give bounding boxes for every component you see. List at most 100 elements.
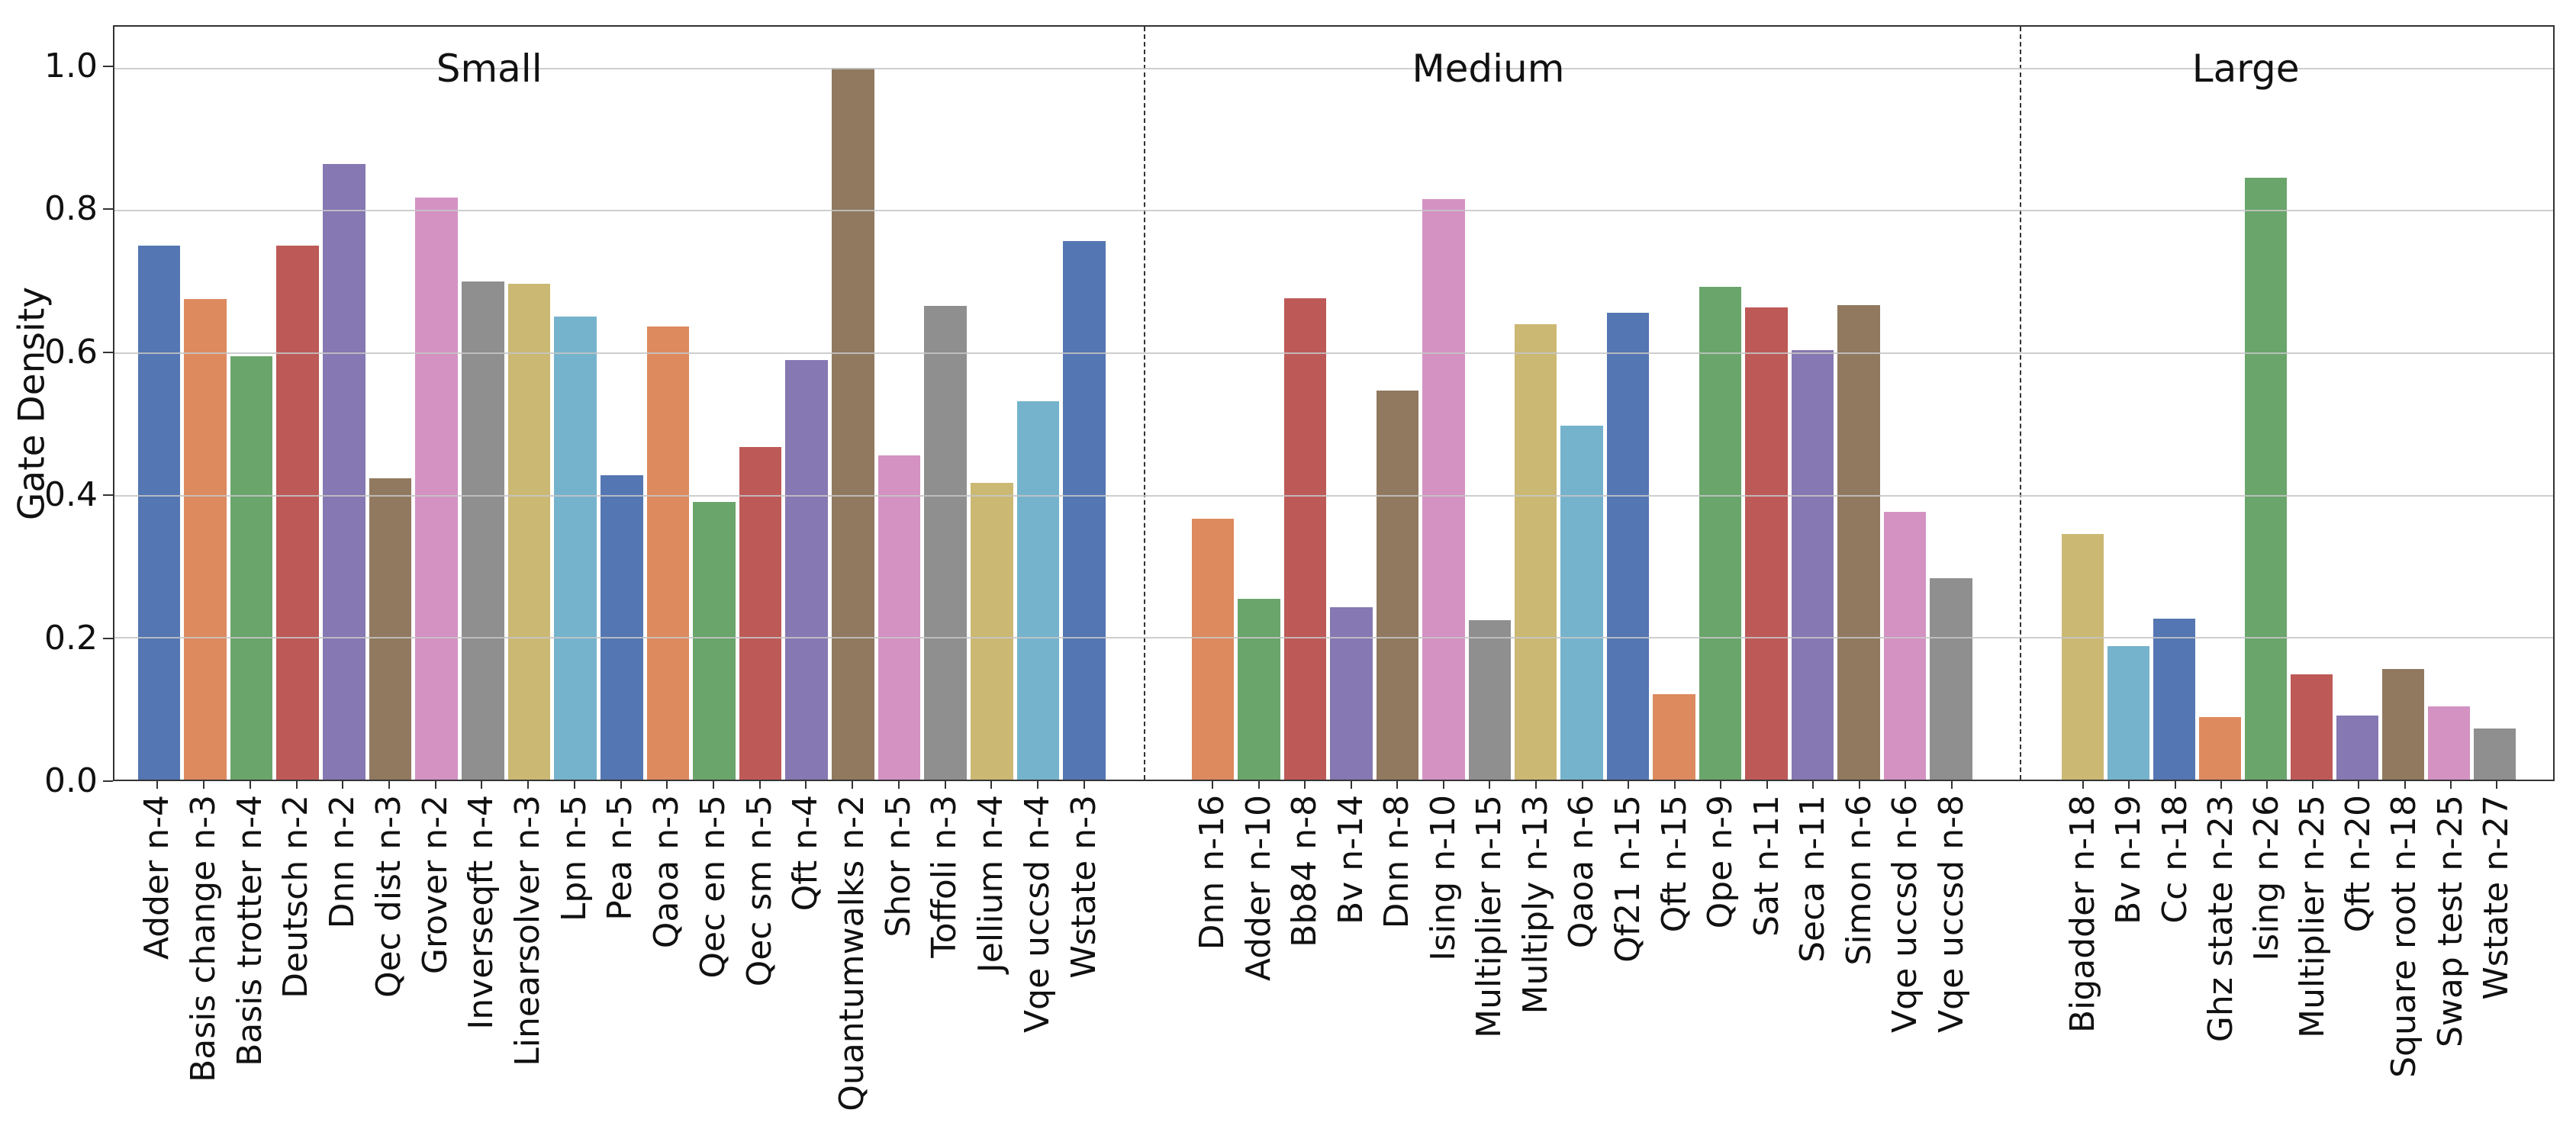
label-slot: Qft n-4 bbox=[783, 781, 829, 1129]
label-slot: Inverseqft n-4 bbox=[459, 781, 505, 1129]
x-tick-label: Adder n-4 bbox=[137, 795, 177, 960]
y-tick-label: 0.0 bbox=[44, 761, 98, 800]
x-tick-label: Cc n-18 bbox=[2155, 795, 2194, 924]
x-tick bbox=[2174, 781, 2176, 789]
x-tick bbox=[1304, 781, 1306, 789]
bar-slot bbox=[830, 27, 877, 780]
label-panel-small: Adder n-4 Basis change n-3 Basis trotter n… bbox=[113, 781, 1144, 1129]
bar bbox=[369, 478, 412, 780]
x-tick bbox=[897, 781, 900, 789]
panel-title: Small bbox=[436, 47, 543, 91]
bar bbox=[2153, 619, 2195, 780]
bar-slot bbox=[2288, 27, 2334, 780]
x-tick bbox=[156, 781, 159, 789]
x-tick bbox=[1396, 781, 1399, 789]
y-tick-label: 0.8 bbox=[44, 189, 98, 229]
x-tick bbox=[666, 781, 668, 789]
x-tick bbox=[1535, 781, 1538, 789]
bar bbox=[1238, 598, 1280, 780]
label-slot: Bv n-14 bbox=[1328, 781, 1375, 1129]
x-tick bbox=[1812, 781, 1814, 789]
y-tick-label: 1.0 bbox=[44, 47, 98, 85]
bar bbox=[2428, 706, 2471, 780]
y-tick bbox=[103, 208, 113, 211]
panel-large: Large bbox=[2020, 27, 2553, 780]
bar-slot bbox=[1236, 27, 1282, 780]
bar-slot bbox=[2472, 27, 2518, 780]
x-tick-label: Seca n-11 bbox=[1793, 795, 1833, 963]
bar bbox=[1063, 240, 1106, 780]
bar bbox=[461, 281, 504, 780]
bar bbox=[2244, 177, 2287, 780]
label-slot: Basis trotter n-4 bbox=[227, 781, 273, 1129]
bar-slot bbox=[414, 27, 460, 780]
bar bbox=[1283, 298, 1327, 780]
bar-slot bbox=[1421, 27, 1467, 780]
bar bbox=[646, 326, 690, 780]
label-slot: Vqe uccsd n-4 bbox=[1015, 781, 1061, 1129]
panel-medium: Medium bbox=[1144, 27, 2020, 780]
y-tick bbox=[103, 494, 113, 497]
x-tick-label: Qec dist n-3 bbox=[369, 795, 408, 998]
panel-title: Medium bbox=[1412, 47, 1565, 91]
label-slot: Qft n-15 bbox=[1651, 781, 1698, 1129]
bar bbox=[415, 197, 458, 780]
label-slot: Deutsch n-2 bbox=[273, 781, 320, 1129]
bar-slot bbox=[969, 27, 1016, 780]
x-tick bbox=[758, 781, 761, 789]
label-slot: Simon n-6 bbox=[1836, 781, 1882, 1129]
bar bbox=[2198, 716, 2241, 780]
x-tick bbox=[1212, 781, 1214, 789]
bar-slot bbox=[923, 27, 969, 780]
bar-slot bbox=[1513, 27, 1559, 780]
x-tick-label: Bigadder n-18 bbox=[2063, 795, 2103, 1034]
bar bbox=[1606, 312, 1650, 780]
label-panel-medium: Dnn n-16 Adder n-10 Bb84 n-8 Bv n-14 Dnn n-8… bbox=[1144, 781, 2021, 1129]
x-tick-label: Dnn n-2 bbox=[323, 795, 362, 929]
bar bbox=[1653, 693, 1695, 780]
x-tick-label: Wstate n-27 bbox=[2476, 795, 2516, 1000]
label-slot: Grover n-2 bbox=[412, 781, 459, 1129]
bar-slot bbox=[1061, 27, 1108, 780]
bar-slot bbox=[1836, 27, 1882, 780]
x-tick bbox=[2265, 781, 2268, 789]
x-tick bbox=[527, 781, 530, 789]
bar-slot bbox=[2059, 27, 2105, 780]
y-tick bbox=[103, 351, 113, 353]
x-axis-area: Adder n-4 Basis change n-3 Basis trotter n… bbox=[113, 781, 2555, 1129]
x-tick-label: Qaoa n-6 bbox=[1562, 795, 1602, 949]
x-tick bbox=[2404, 781, 2406, 789]
label-slot: Jellium n-4 bbox=[968, 781, 1015, 1129]
label-slot: Swap test n-25 bbox=[2428, 781, 2474, 1129]
x-tick bbox=[1350, 781, 1352, 789]
y-axis-label: Gate Density bbox=[11, 286, 53, 520]
bar-slot bbox=[2105, 27, 2151, 780]
label-slot: Qaoa n-6 bbox=[1559, 781, 1605, 1129]
panel-small: Small bbox=[114, 27, 1144, 780]
bar bbox=[1376, 390, 1419, 780]
x-tick bbox=[388, 781, 390, 789]
label-slot: Qaoa n-3 bbox=[644, 781, 691, 1129]
label-slot: Toffoli n-3 bbox=[922, 781, 968, 1129]
label-slot: Dnn n-8 bbox=[1374, 781, 1421, 1129]
bar-slot bbox=[876, 27, 923, 780]
label-slot: Ising n-26 bbox=[2244, 781, 2290, 1129]
label-slot: Qec sm n-5 bbox=[736, 781, 783, 1129]
x-tick-label: Quantumwalks n-2 bbox=[832, 795, 872, 1111]
x-tick bbox=[203, 781, 205, 789]
bar-slot bbox=[1789, 27, 1835, 780]
bar-slot bbox=[691, 27, 738, 780]
x-tick-label: Qft n-4 bbox=[786, 795, 826, 912]
x-tick bbox=[852, 781, 854, 789]
bar-slot bbox=[1651, 27, 1697, 780]
bar-slot bbox=[136, 27, 182, 780]
bar bbox=[693, 502, 736, 780]
label-slot: Adder n-4 bbox=[134, 781, 181, 1129]
label-slot: Sat n-11 bbox=[1744, 781, 1790, 1129]
bar-slot bbox=[645, 27, 691, 780]
bar bbox=[877, 455, 921, 780]
x-tick bbox=[1628, 781, 1630, 789]
bar bbox=[507, 284, 551, 780]
y-tick-label: 0.2 bbox=[44, 618, 98, 658]
bar bbox=[2382, 669, 2425, 780]
